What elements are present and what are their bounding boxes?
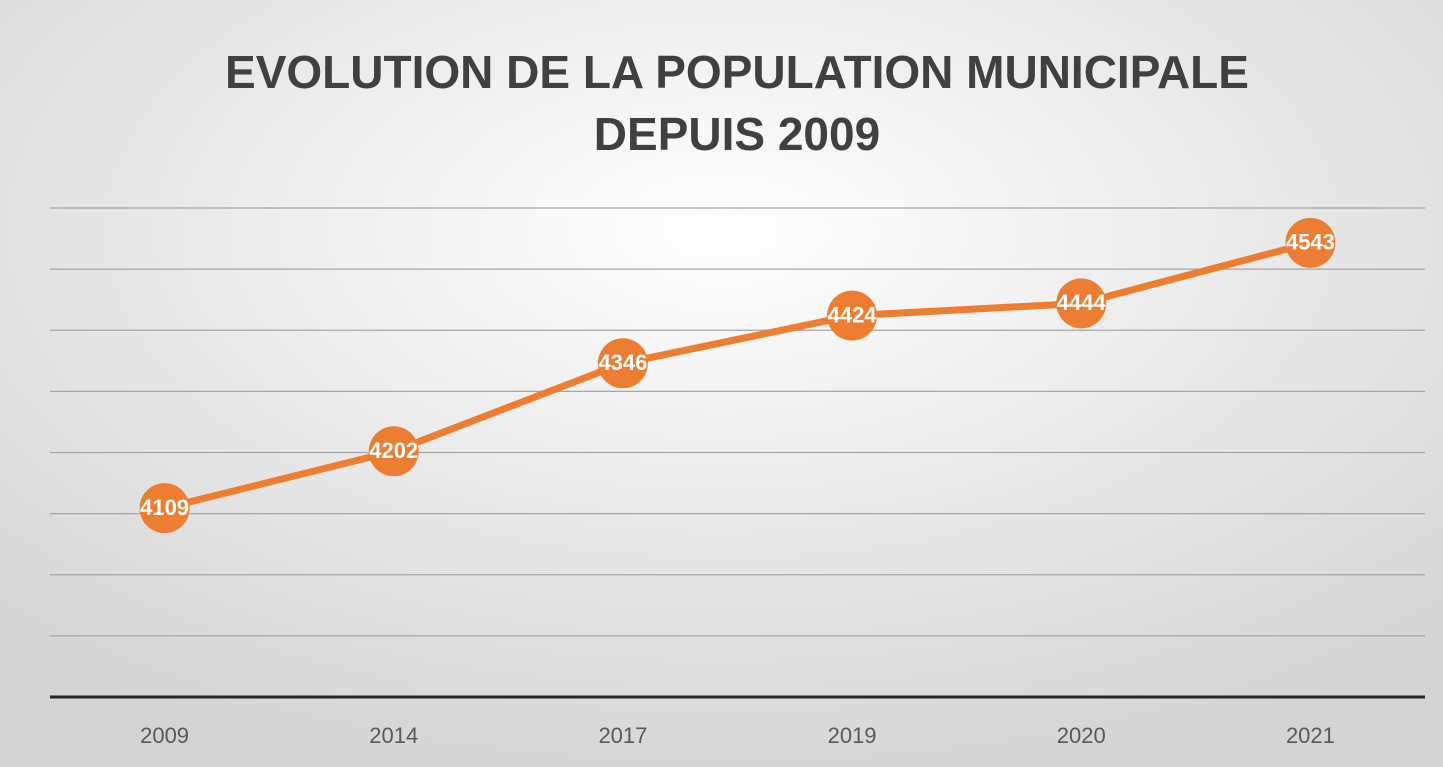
data-label: 4109 bbox=[140, 495, 189, 520]
line bbox=[163, 239, 1312, 512]
x-tick-label: 2014 bbox=[369, 723, 418, 748]
data-label: 4202 bbox=[369, 438, 418, 463]
marker bbox=[827, 290, 878, 341]
marker bbox=[1056, 278, 1107, 329]
x-tick-label: 2021 bbox=[1286, 723, 1335, 748]
x-tick-label: 2019 bbox=[828, 723, 877, 748]
marker bbox=[139, 483, 190, 534]
chart-title: DEPUIS 2009 bbox=[594, 108, 880, 160]
marker bbox=[1285, 217, 1336, 268]
marker bbox=[368, 426, 419, 477]
x-tick-label: 2020 bbox=[1057, 723, 1106, 748]
data-label: 4444 bbox=[1057, 290, 1107, 315]
data-label: 4543 bbox=[1286, 230, 1335, 255]
data-label: 4424 bbox=[828, 302, 878, 327]
x-tick-label: 2017 bbox=[598, 723, 647, 748]
chart-title: EVOLUTION DE LA POPULATION MUNICIPALE bbox=[225, 46, 1249, 98]
x-tick-label: 2009 bbox=[140, 723, 189, 748]
data-label: 4346 bbox=[598, 350, 647, 375]
marker bbox=[597, 338, 648, 389]
